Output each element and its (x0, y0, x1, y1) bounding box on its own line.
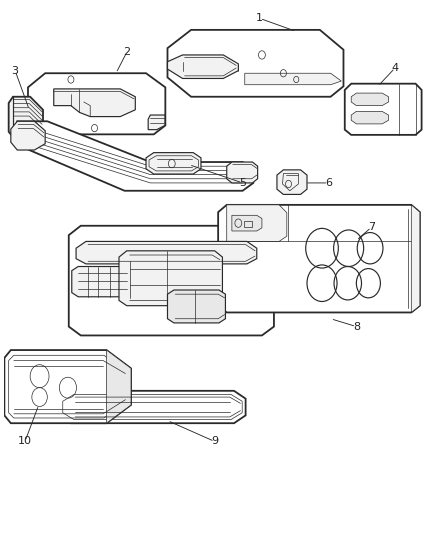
Polygon shape (76, 241, 257, 264)
Polygon shape (345, 84, 422, 135)
Polygon shape (9, 97, 43, 137)
Polygon shape (167, 290, 226, 323)
Polygon shape (277, 170, 307, 195)
Text: 3: 3 (12, 66, 18, 76)
Polygon shape (54, 89, 135, 117)
Polygon shape (11, 122, 45, 150)
Polygon shape (106, 350, 131, 423)
Polygon shape (227, 205, 287, 241)
Polygon shape (232, 215, 262, 231)
Polygon shape (148, 115, 165, 130)
Polygon shape (227, 162, 258, 183)
Polygon shape (59, 391, 246, 423)
Polygon shape (4, 350, 131, 423)
Polygon shape (146, 152, 201, 174)
Text: 7: 7 (368, 222, 375, 232)
Text: 10: 10 (18, 437, 32, 447)
Polygon shape (28, 73, 166, 134)
Text: 8: 8 (353, 321, 360, 332)
Polygon shape (351, 111, 389, 124)
Text: 4: 4 (392, 63, 399, 73)
Text: 1: 1 (256, 13, 263, 23)
Text: 9: 9 (211, 437, 218, 447)
Text: 6: 6 (325, 178, 332, 188)
Polygon shape (119, 251, 223, 306)
Polygon shape (72, 266, 127, 297)
Polygon shape (17, 122, 253, 191)
Text: 2: 2 (123, 47, 130, 58)
Polygon shape (167, 30, 343, 97)
Polygon shape (218, 205, 420, 312)
Text: 5: 5 (239, 178, 246, 188)
Polygon shape (351, 93, 389, 106)
Polygon shape (69, 226, 274, 335)
Polygon shape (245, 73, 341, 85)
Polygon shape (411, 205, 420, 312)
Polygon shape (167, 55, 238, 78)
